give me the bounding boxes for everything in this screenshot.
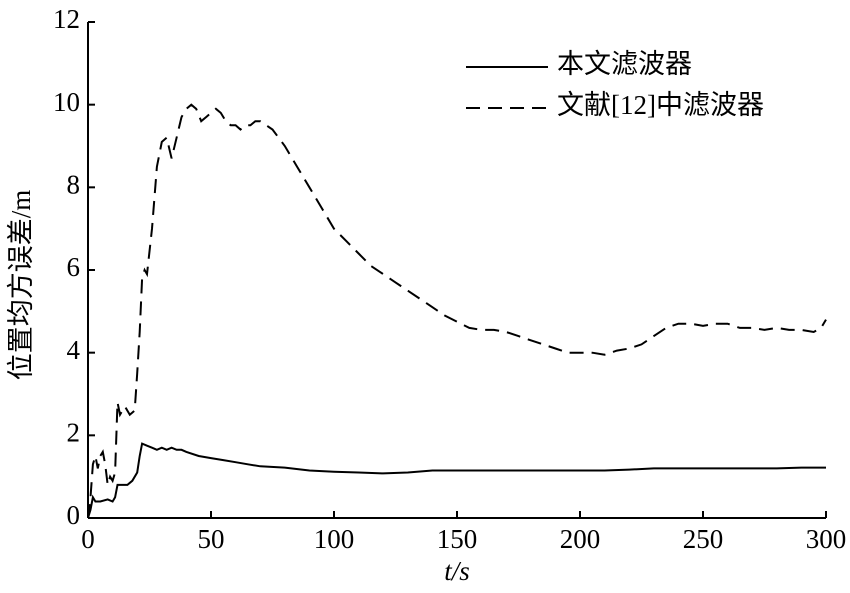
x-tick-label: 200 — [560, 524, 601, 554]
series-line — [87, 442, 826, 519]
y-tick-label: 4 — [67, 335, 81, 365]
x-tick-label: 250 — [683, 524, 724, 554]
y-tick-label: 12 — [53, 4, 80, 34]
y-tick-label: 6 — [67, 252, 81, 282]
y-tick-label: 2 — [67, 418, 81, 448]
y-tick-label: 0 — [67, 500, 81, 530]
y-tick-label: 10 — [53, 87, 80, 117]
y-axis-label: 位置均方误差/m — [6, 190, 36, 381]
legend-label: 本文滤波器 — [557, 49, 692, 79]
x-tick-label: 300 — [806, 524, 847, 554]
legend-label: 文献[12]中滤波器 — [557, 90, 764, 120]
x-tick-label: 50 — [198, 524, 225, 554]
y-tick-label: 8 — [67, 170, 81, 200]
series-line — [87, 103, 827, 519]
x-tick-label: 150 — [437, 524, 478, 554]
x-axis-label: t/s — [444, 556, 470, 586]
x-tick-label: 100 — [314, 524, 355, 554]
x-tick-label: 0 — [81, 524, 95, 554]
